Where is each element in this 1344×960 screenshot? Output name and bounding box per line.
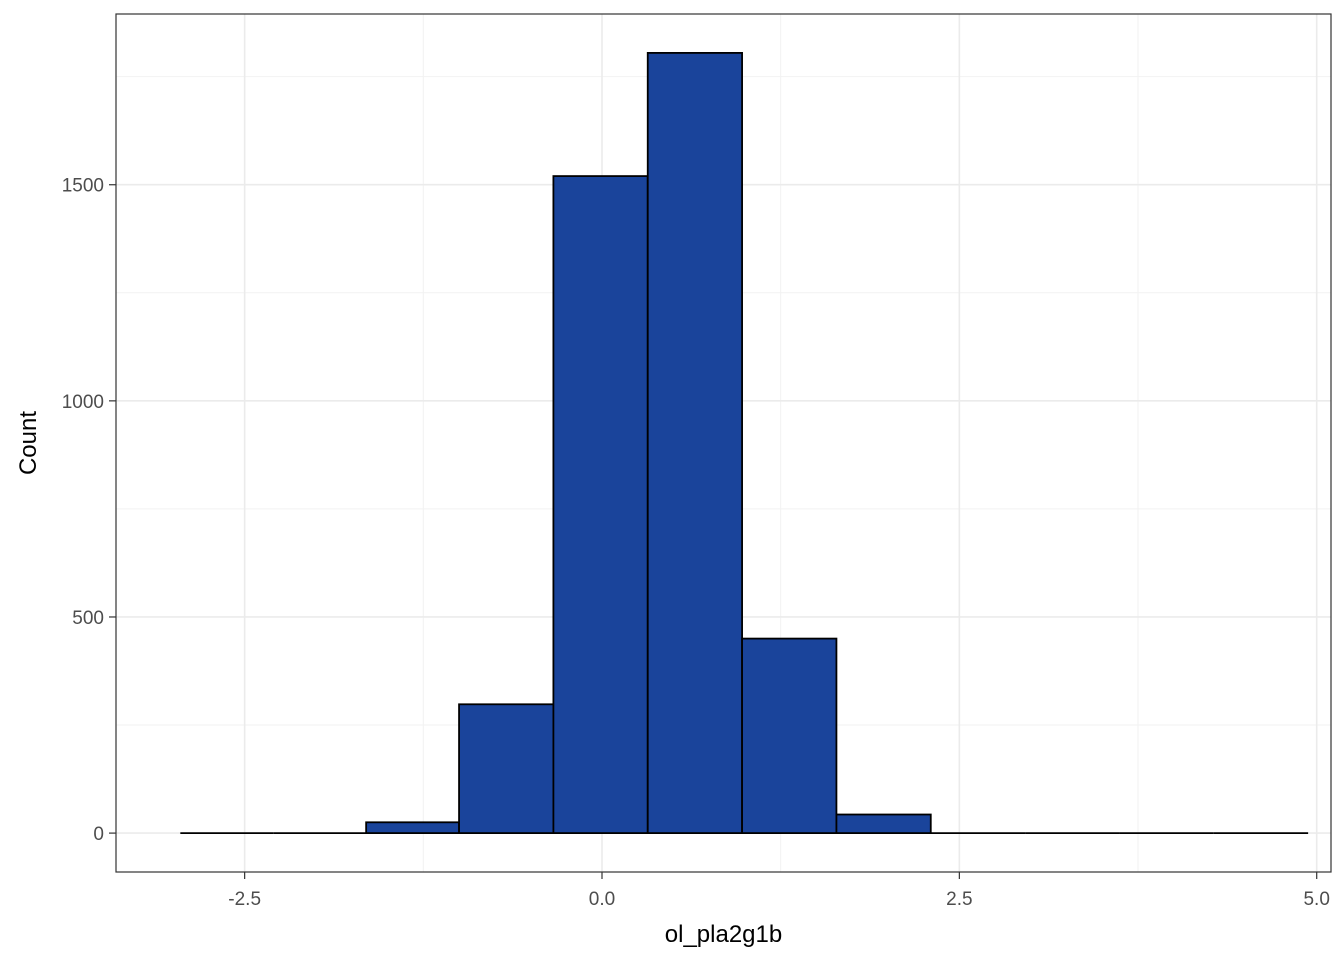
x-tick-label: 2.5 [946, 889, 972, 910]
y-tick-label: 1500 [62, 176, 104, 197]
y-axis-title: Count [15, 411, 42, 475]
x-axis: -2.5 0.0 2.5 5.0 [228, 872, 1330, 910]
x-tick-label: -2.5 [228, 889, 261, 910]
x-axis-title: ol_pla2g1b [665, 921, 782, 948]
histogram-bar [458, 703, 555, 834]
histogram-bar [365, 821, 460, 834]
y-axis: 0 500 1000 1500 [62, 176, 116, 845]
y-tick-label: 1000 [62, 392, 104, 413]
y-tick-label: 0 [93, 824, 104, 845]
x-tick-label: 0.0 [589, 889, 615, 910]
histogram-bars [180, 52, 1309, 834]
histogram-bar [835, 813, 932, 834]
histogram-bar [646, 52, 743, 834]
panel-border [115, 13, 1332, 873]
x-tick-label: 5.0 [1303, 889, 1329, 910]
histogram-bar [741, 637, 838, 834]
histogram-bar [552, 175, 649, 834]
y-tick-label: 500 [72, 608, 104, 629]
